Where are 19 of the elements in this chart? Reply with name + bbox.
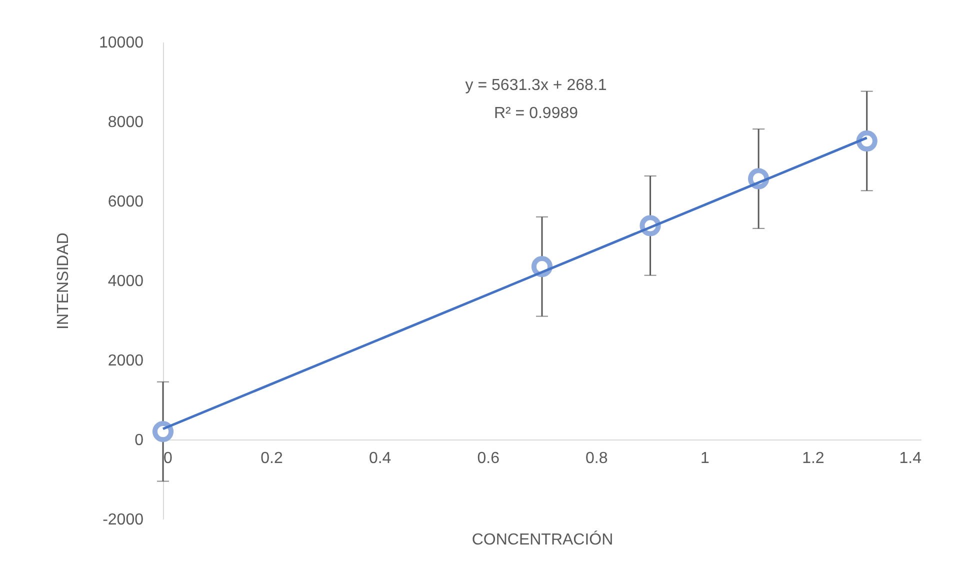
annotation: y = 5631.3x + 268.1 xyxy=(465,77,607,94)
y-tick-label: 4000 xyxy=(108,273,144,290)
y-tick-label: 0 xyxy=(134,432,144,449)
x-tick-label: 1.4 xyxy=(899,450,922,467)
annotation: R² = 0.9989 xyxy=(494,105,578,122)
x-tick-label: 0.6 xyxy=(477,450,500,467)
x-tick-label: 0 xyxy=(164,450,172,467)
x-tick-label: 0.8 xyxy=(586,450,608,467)
x-tick-label: 1 xyxy=(700,450,710,467)
x-tick-label: 0.4 xyxy=(368,450,392,467)
x-tick-label: 0.2 xyxy=(260,450,284,467)
y-tick-label: -2000 xyxy=(102,512,144,528)
y-tick-label: 2000 xyxy=(108,352,144,370)
y-axis-title: INTENSIDAD xyxy=(55,232,72,330)
x-axis-title: CONCENTRACIÓN xyxy=(472,530,614,548)
y-tick-label: 8000 xyxy=(108,114,144,131)
y-tick-label: 6000 xyxy=(108,194,144,210)
x-tick-label: 1.2 xyxy=(802,450,824,467)
y-tick-label: 10000 xyxy=(99,34,144,52)
